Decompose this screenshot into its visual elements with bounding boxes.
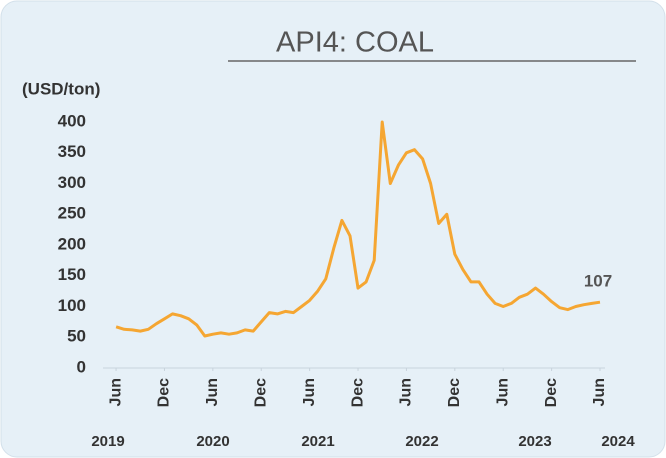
year-label: 2024 <box>601 433 635 450</box>
year-label: 2023 <box>518 433 551 450</box>
y-tick-label: 400 <box>58 111 86 130</box>
price-line <box>115 120 601 338</box>
x-tick-label: Dec <box>446 378 463 407</box>
y-tick-label: 150 <box>58 265 86 284</box>
x-tick-label: Jun <box>107 378 124 406</box>
x-tick-label: Jun <box>591 378 608 406</box>
x-tick-label: Dec <box>543 378 560 407</box>
y-tick-label: 200 <box>58 234 86 253</box>
year-label: 2022 <box>405 433 438 450</box>
x-tick-label: Jun <box>204 378 221 406</box>
y-tick-label: 50 <box>67 327 86 346</box>
x-tick-label: Jun <box>494 378 511 406</box>
x-tick-label: Jun <box>301 378 318 406</box>
end-value-label: 107 <box>584 272 612 291</box>
y-tick-label: 300 <box>58 173 86 192</box>
x-tick-label: Dec <box>156 378 173 407</box>
y-tick-label: 0 <box>77 357 86 376</box>
year-label: 2021 <box>301 433 334 450</box>
x-tick-label: Dec <box>252 378 269 407</box>
y-tick-label: 100 <box>58 296 86 315</box>
year-label: 2019 <box>91 433 124 450</box>
year-label: 2020 <box>196 433 229 450</box>
y-tick-label: 250 <box>58 204 86 223</box>
x-tick-label: Jun <box>398 378 415 406</box>
x-tick-label: Dec <box>349 378 366 407</box>
y-tick-label: 350 <box>58 142 86 161</box>
chart-title: API4: COAL <box>276 27 434 59</box>
y-axis-label: (USD/ton) <box>22 79 100 98</box>
